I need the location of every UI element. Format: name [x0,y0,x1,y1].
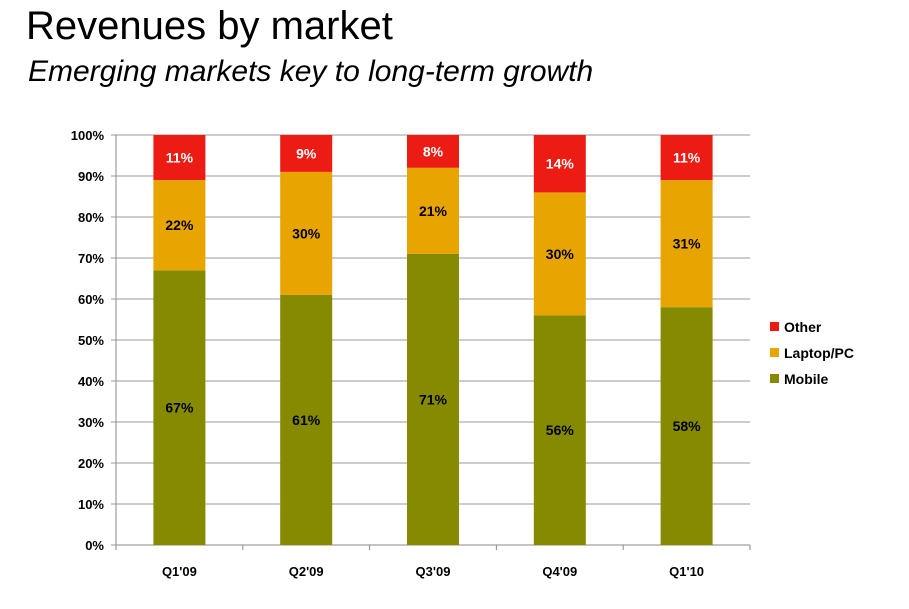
bar-segment-laptop-pc [280,171,333,295]
data-label: 8% [423,143,444,159]
legend-label: Mobile [784,371,829,387]
y-tick-label: 100% [71,128,105,143]
data-label: 9% [296,145,317,161]
y-tick-label: 10% [78,497,104,512]
bar-segment-other [153,135,206,181]
y-tick-label: 80% [78,210,104,225]
y-axis-ticks: 0% 10% 20% 30% 40% 50% 60% 70% 80% 90% 100% [71,128,105,553]
bar-segment-mobile [660,307,713,545]
bars: 67% 22% 11% 61% 30% 9% 71% 21% 8% 56% 30% 14% 58% 31%… [153,135,713,545]
data-label: 14% [546,156,575,172]
bar-segment-laptop-pc [407,167,459,254]
bar-segment-other [660,135,713,181]
legend-swatch [770,348,779,357]
data-label: 11% [166,150,194,166]
x-tick-label: Q2'09 [289,564,324,579]
bar-segment-laptop-pc [660,180,713,308]
y-tick-label: 40% [78,374,104,389]
data-label: 22% [165,217,194,233]
y-tick-label: 90% [78,169,104,184]
bar-segment-mobile [533,315,586,545]
bar-segment-mobile [153,270,206,545]
x-tick-label: Q1'10 [669,564,704,579]
legend-swatch [770,374,779,383]
legend-label: Laptop/PC [784,345,854,361]
y-tick-label: 30% [78,415,104,430]
data-label: 21% [419,203,448,219]
page-subtitle: Emerging markets key to long-term growth [28,55,594,88]
x-tick-label: Q3'09 [416,564,451,579]
bar-segment-laptop-pc [533,192,586,316]
bar-segment-other [407,135,459,168]
data-label: 61% [292,412,321,428]
page-title: Revenues by market [26,4,393,48]
y-tick-label: 60% [78,292,104,307]
legend: Other Laptop/PC Mobile [770,319,854,387]
bar-segment-mobile [280,294,333,545]
x-tick-label: Q1'09 [162,564,197,579]
data-label: 67% [165,400,194,416]
data-label: 30% [292,225,321,241]
x-tick-label: Q4'09 [542,564,577,579]
data-label: 11% [673,150,701,166]
y-tick-label: 0% [85,538,104,553]
data-label: 58% [673,418,702,434]
bar-segment-laptop-pc [153,180,206,271]
x-axis-ticks: Q1'09 Q2'09 Q3'09 Q4'09 Q1'10 [115,545,751,579]
bar-segment-other [280,135,333,172]
data-label: 56% [546,422,575,438]
data-label: 30% [546,246,575,262]
data-label: 71% [419,391,448,407]
y-tick-label: 70% [78,251,104,266]
bar-segment-other [533,135,586,193]
legend-label: Other [784,319,822,335]
legend-swatch [770,322,779,331]
y-tick-label: 20% [78,456,104,471]
data-label: 31% [673,236,702,252]
bar-segment-mobile [407,253,459,545]
y-tick-label: 50% [78,333,104,348]
